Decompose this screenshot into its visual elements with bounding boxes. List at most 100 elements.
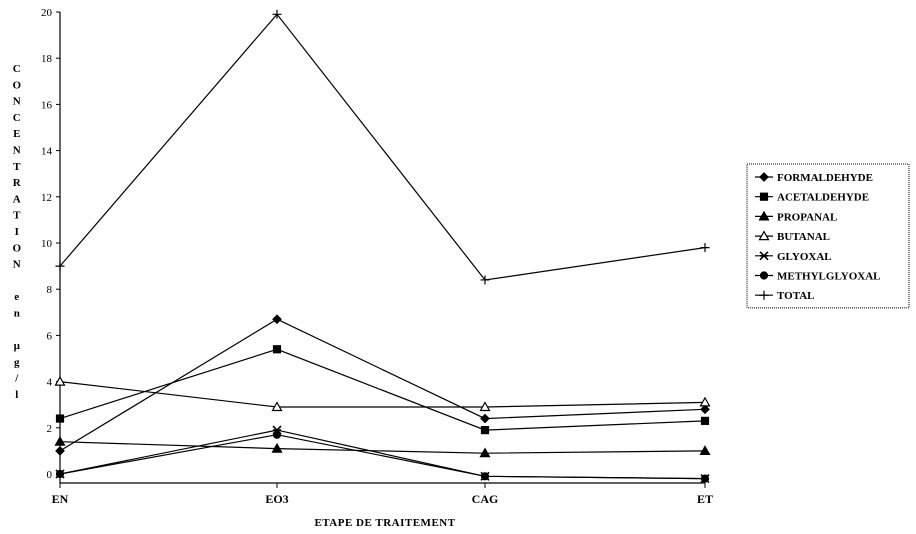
legend-label: GLYOXAL [777,251,832,263]
series-total [55,9,710,285]
x-category-label: EO3 [265,492,288,506]
data-point-open-triangle [699,396,711,407]
y-axis-title-char: E [13,128,21,140]
series-line [59,434,706,480]
legend-label: ACETALDEHYDE [777,192,869,204]
data-point-circle [700,474,710,483]
data-point-square [759,192,769,201]
y-axis-title-char: R [13,177,22,189]
legend-label: FORMALDEHYDE [777,172,873,184]
data-point-triangle [54,435,66,446]
data-point-square [272,345,282,354]
data-point-open-triangle [479,401,491,412]
y-axis-title-char: C [13,112,21,124]
data-point-open-triangle [54,375,66,386]
series-line [59,441,706,454]
x-category-label: ET [697,492,713,506]
legend-label: METHYLGLYOXAL [777,271,881,283]
legend-item: FORMALDEHYDE [755,172,873,184]
legend-item: BUTANAL [755,230,830,243]
y-tick-label: 20 [41,7,53,19]
series-line [59,13,706,281]
series-acetaldehyde [55,345,710,435]
y-axis-title-char: O [12,79,21,91]
y-axis-title-char: T [13,161,21,173]
series-glyoxal [55,425,710,484]
data-point-triangle [699,445,711,455]
y-axis-title-char: µ [14,340,21,352]
y-axis-title-char: I [15,226,20,238]
series-propanal [54,435,711,458]
legend-item: PROPANAL [755,210,837,223]
data-point-square [55,414,65,423]
y-axis-title-char: N [13,96,21,108]
y-tick-label: 8 [47,284,53,296]
y-tick-label: 10 [41,238,53,250]
data-point-square [700,416,710,425]
data-point-asterisk [759,251,769,261]
data-point-diamond [480,413,490,424]
y-tick-label: 18 [41,53,53,65]
legend: FORMALDEHYDE ACETALDEHYDE PROPANAL BUTANAL G… [746,163,910,309]
y-tick-label: 6 [47,330,53,342]
data-point-circle [55,469,65,479]
data-point-square [480,426,490,435]
y-axis-title-char: g [14,356,20,368]
data-point-diamond [272,314,282,325]
legend-label: TOTAL [777,290,815,302]
y-axis-title-char: A [13,193,21,205]
data-point-open-triangle [758,230,770,241]
data-point-circle [759,271,769,280]
data-point-diamond [759,172,769,182]
data-point-plus [700,243,710,253]
data-point-open-triangle [271,401,283,412]
legend-item: TOTAL [755,290,815,302]
data-point-plus [480,275,490,285]
series-line [59,381,706,408]
y-axis-title-char: n [14,308,21,320]
data-point-diamond [700,404,710,415]
y-tick-label: 14 [41,146,53,158]
legend-label: BUTANAL [777,231,830,243]
x-category-labels: EN EO3 CAG ET [52,492,713,506]
y-axis-title-char: N [13,259,21,271]
axes [59,12,706,488]
y-tick-label: 16 [41,99,53,111]
y-axis-title-char: l [15,389,19,401]
x-axis-title: ETAPE DE TRAITEMENT [314,517,455,529]
legend-item: GLYOXAL [755,251,832,263]
y-axis-title-char: O [12,242,21,254]
series-butanal [54,375,711,412]
series-line [59,429,706,480]
data-point-plus [55,261,65,271]
y-ticks: 0 2 4 6 8 10 12 14 16 18 20 [41,7,60,481]
data-point-diamond [55,446,65,456]
y-axis-title-char: N [13,145,21,157]
legend-label: PROPANAL [777,211,837,223]
x-category-label: EN [52,492,69,506]
y-tick-label: 2 [47,423,53,435]
series-lines [54,9,711,484]
legend-item: METHYLGLYOXAL [755,271,881,283]
series-methylglyoxal [55,430,710,483]
data-point-triangle [479,447,491,458]
series-line [59,318,706,452]
series-formaldehyde [55,314,710,456]
legend-box [746,163,910,309]
data-point-circle [480,472,490,481]
y-tick-label: 12 [41,192,52,204]
y-tick-label: 4 [47,377,53,389]
y-axis-title-char: T [13,210,21,222]
series-line [59,348,706,431]
data-point-circle [272,430,282,439]
y-axis-title-char: C [13,63,21,75]
data-point-plus [759,290,769,300]
x-category-label: CAG [472,492,499,506]
y-axis-title-char: / [14,373,19,385]
data-point-triangle [758,210,770,221]
y-tick-label: 0 [47,469,53,481]
data-point-plus [272,9,282,19]
legend-item: ACETALDEHYDE [755,192,869,204]
